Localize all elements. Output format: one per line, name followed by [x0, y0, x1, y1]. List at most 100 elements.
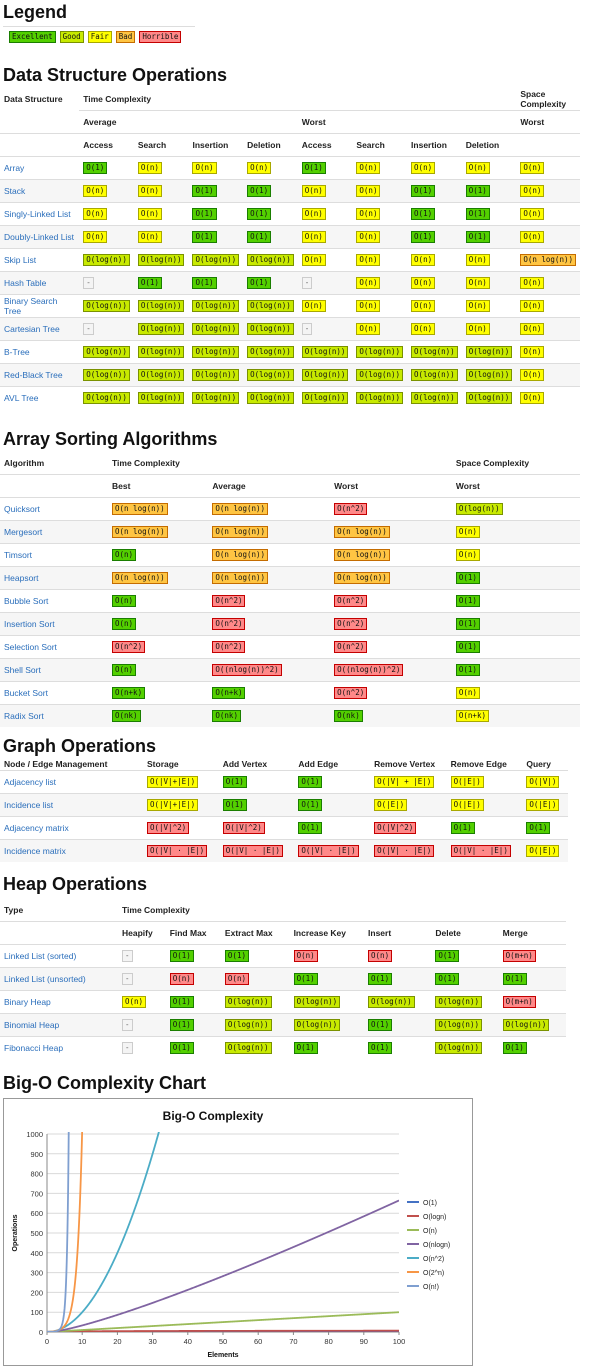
complexity-badge: O(1) [455, 572, 480, 584]
row-name[interactable]: Bubble Sort [0, 589, 108, 613]
row-name[interactable]: Red-Black Tree [0, 363, 80, 387]
row-link[interactable]: Array [4, 163, 25, 173]
row-link[interactable]: Bucket Sort [4, 688, 48, 698]
complexity-cell: O(log(n)) [243, 363, 298, 387]
complexity-badge: Fair [87, 31, 112, 43]
row-link[interactable]: Radix Sort [4, 711, 44, 721]
row-link[interactable]: Quicksort [4, 504, 40, 514]
complexity-badge: O(log(n)) [192, 323, 240, 335]
complexity-badge: O(log(n)) [247, 254, 294, 266]
row-name[interactable]: Binary Search Tree [0, 294, 80, 318]
row-name[interactable]: AVL Tree [0, 386, 80, 409]
complexity-cell: O(n) [133, 156, 189, 180]
complexity-badge: O(|V|) [526, 776, 560, 788]
row-link[interactable]: Adjacency matrix [4, 823, 69, 833]
complexity-cell: O(log(n)) [133, 386, 189, 409]
row-link[interactable]: Binomial Heap [4, 1020, 60, 1030]
row-link[interactable]: Skip List [4, 255, 37, 265]
complexity-badge: O(log(n)) [192, 392, 240, 404]
row-name[interactable]: Adjacency list [0, 770, 143, 794]
complexity-cell: O(1) [188, 225, 244, 249]
row-link[interactable]: Fibonacci Heap [4, 1043, 64, 1053]
complexity-badge: O(log(n)) [83, 392, 130, 404]
row-name[interactable]: Fibonacci Heap [0, 1036, 118, 1059]
row-name[interactable]: Linked List (sorted) [0, 944, 118, 968]
row-name[interactable]: Adjacency matrix [0, 816, 143, 840]
row-name[interactable]: Bucket Sort [0, 681, 108, 705]
row-link[interactable]: Heapsort [4, 573, 39, 583]
row-link[interactable]: Doubly-Linked List [4, 232, 74, 242]
complexity-cell: O(1) [243, 179, 298, 203]
row-link[interactable]: Bubble Sort [4, 596, 49, 606]
complexity-badge: - [83, 323, 94, 335]
row-link[interactable]: Cartesian Tree [4, 324, 60, 334]
row-link[interactable]: Linked List (unsorted) [4, 974, 86, 984]
row-name[interactable]: Hash Table [0, 271, 80, 295]
row-link[interactable]: Shell Sort [4, 665, 41, 675]
complexity-badge: O(n) [83, 185, 108, 197]
row-name[interactable]: Incidence list [0, 793, 143, 817]
complexity-cell: O(|E|) [522, 793, 568, 817]
complexity-badge: O(n) [301, 300, 326, 312]
complexity-badge: O(log(n)) [356, 369, 404, 381]
row-name[interactable]: Cartesian Tree [0, 317, 80, 341]
complexity-badge: O(1) [465, 185, 490, 197]
complexity-badge: O(1) [169, 950, 194, 962]
row-name[interactable]: Singly-Linked List [0, 202, 80, 226]
row-link[interactable]: B-Tree [4, 347, 30, 357]
row-link[interactable]: Incidence list [4, 800, 54, 810]
table-row: Fibonacci Heap - O(1) O(log(n)) O(1) O(1) O(lo… [0, 1036, 566, 1059]
row-link[interactable]: Binary Heap [4, 997, 51, 1007]
legend-label: O(1) [423, 1200, 437, 1207]
y-tick-label: 400 [30, 1249, 43, 1258]
row-name[interactable]: Insertion Sort [0, 612, 108, 636]
complexity-cell: O(n) [461, 294, 517, 318]
row-name[interactable]: Timsort [0, 543, 108, 567]
row-name[interactable]: Incidence matrix [0, 839, 143, 862]
row-name[interactable]: Shell Sort [0, 658, 108, 682]
complexity-cell: O(log(n)) [243, 340, 298, 364]
row-link[interactable]: Red-Black Tree [4, 370, 63, 380]
row-link[interactable]: Binary Search Tree [4, 296, 58, 316]
row-name[interactable]: Skip List [0, 248, 80, 272]
row-name[interactable]: Binary Heap [0, 990, 118, 1014]
row-link[interactable]: Adjacency list [4, 777, 56, 787]
row-link[interactable]: Incidence matrix [4, 846, 66, 856]
complexity-cell: O(n) [289, 944, 365, 968]
row-name[interactable]: Binomial Heap [0, 1013, 118, 1037]
row-name[interactable]: B-Tree [0, 340, 80, 364]
complexity-badge: O(log(n)) [137, 254, 185, 266]
complexity-badge: O(n) [411, 254, 436, 266]
complexity-badge: O(n) [520, 300, 545, 312]
complexity-badge: O(n^2) [112, 641, 146, 653]
row-link[interactable]: Hash Table [4, 278, 47, 288]
row-name[interactable]: Heapsort [0, 566, 108, 590]
x-tick-label: 50 [219, 1337, 227, 1346]
row-link[interactable]: AVL Tree [4, 393, 39, 403]
complexity-badge: O(1) [293, 1042, 318, 1054]
complexity-badge: O(1) [293, 973, 318, 985]
row-name[interactable]: Radix Sort [0, 704, 108, 727]
row-link[interactable]: Timsort [4, 550, 33, 560]
row-link[interactable]: Singly-Linked List [4, 209, 71, 219]
row-link[interactable]: Stack [4, 186, 26, 196]
complexity-badge: O(log(n)) [435, 1042, 482, 1054]
complexity-cell: O(1) [364, 967, 432, 991]
row-name[interactable]: Quicksort [0, 497, 108, 521]
row-name[interactable]: Linked List (unsorted) [0, 967, 118, 991]
row-name[interactable]: Array [0, 156, 80, 180]
complexity-badge: Bad [115, 31, 136, 43]
row-link[interactable]: Linked List (sorted) [4, 951, 77, 961]
complexity-cell: O(log(n)) [188, 386, 244, 409]
table-row: Doubly-Linked List O(n) O(n) O(1) O(1) O(n) O(… [0, 225, 580, 249]
row-link[interactable]: Selection Sort [4, 642, 57, 652]
row-link[interactable]: Mergesort [4, 527, 43, 537]
row-name[interactable]: Mergesort [0, 520, 108, 544]
row-link[interactable]: Insertion Sort [4, 619, 55, 629]
row-name[interactable]: Doubly-Linked List [0, 225, 80, 249]
row-name[interactable]: Selection Sort [0, 635, 108, 659]
complexity-badge: O(log(n)) [356, 346, 404, 358]
header-row: Type Time Complexity [0, 899, 566, 922]
complexity-badge: O(n) [356, 162, 381, 174]
row-name[interactable]: Stack [0, 179, 80, 203]
